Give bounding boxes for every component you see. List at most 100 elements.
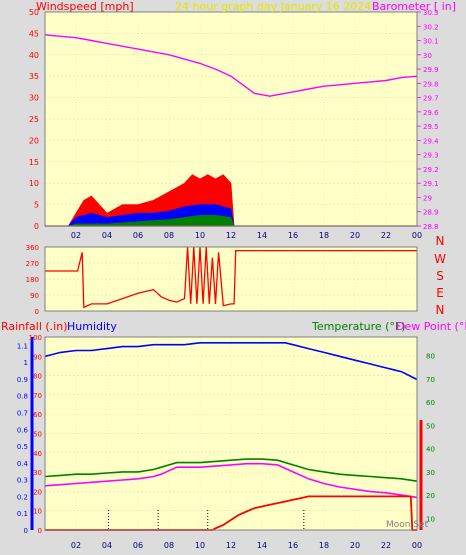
time-tick-label: 14 [257,231,267,240]
rainfall-tick-label: 1.1 [17,342,28,350]
time-tick-label: 16 [288,231,298,240]
windspeed-tick-label: 5 [34,201,39,210]
barometer-tick-label: 29.4 [423,137,439,145]
windspeed-tick-label: 15 [29,158,39,167]
windspeed-tick-label: 0 [34,222,39,231]
humidity-tick-label: 10 [33,508,42,516]
time-tick-label: 20 [350,231,360,240]
rainfall-tick-label: 0.3 [17,477,28,485]
wind-average-series [45,204,417,227]
windspeed-tick-label: 40 [29,51,39,60]
time-tick-label: 20 [350,541,360,550]
rainfall-tick-label: 1 [24,359,28,367]
rainfall-tick-label: 0.1 [17,510,28,518]
humidity-axis-labels: 0 10 20 30 40 50 60 70 80 90 100 [29,334,42,535]
rainfall-tick-label: 0.5 [17,443,28,451]
rainfall-tick-label: 0 [24,527,28,535]
bottom-time-axis-labels: 02 04 06 08 10 12 14 16 18 20 22 00 [71,541,422,550]
humidity-tick-label: 100 [29,334,42,342]
barometer-tick-label: 28.9 [423,209,439,217]
compass-label: N [436,234,445,248]
temperature-tick-label: 30 [426,469,435,477]
wind-direction-series [45,246,417,309]
barometer-tick-label: 28.8 [423,223,439,231]
time-tick-label: 06 [133,541,143,550]
time-tick-label: 08 [164,541,174,550]
barometer-tick-label: 29.8 [423,80,439,88]
barometer-tick-label: 29.6 [423,109,439,117]
barometer-axis-labels: 28.8 28.9 29 29.1 29.2 29.3 29.4 29.5 29.6 29.7 29… [417,9,439,231]
dewpoint-series [44,462,418,499]
windspeed-tick-label: 35 [29,72,39,81]
top-time-axis-labels: 02 04 06 08 10 12 14 16 18 20 22 00 [71,231,422,240]
time-tick-label: 10 [195,231,205,240]
time-tick-label: 18 [319,231,329,240]
windspeed-title: Windspeed [mph] [36,0,134,13]
time-tick-label: 12 [226,231,236,240]
direction-axis-labels: 0 90 180 270 360 [26,244,39,316]
direction-tick-label: 270 [26,260,39,268]
moon-set-label: Moon Set [386,520,429,530]
direction-tick-label: 90 [30,292,39,300]
rainfall-title: Rainfall (.in) [1,320,68,333]
windspeed-tick-label: 30 [29,94,39,103]
temperature-tick-label: 70 [426,376,435,384]
temperature-tick-label: 80 [426,353,435,361]
temperature-tick-label: 60 [426,399,435,407]
time-tick-label: 16 [288,541,298,550]
humidity-tick-label: 90 [33,353,42,361]
humidity-tick-label: 80 [33,373,42,381]
temperature-tick-label: 50 [426,422,435,430]
time-tick-label: 08 [164,231,174,240]
windspeed-tick-label: 25 [29,115,39,124]
graph-date-title: 24 hour graph day January 16 2024 [175,0,371,13]
humidity-tick-label: 0 [38,527,42,535]
rainfall-axis-labels: 0 0.1 0.2 0.3 0.4 0.5 0.6 0.7 0.8 0.9 1 1.1 [17,337,34,535]
barometer-tick-label: 29.3 [423,152,439,160]
rainfall-tick-label: 0.6 [17,426,29,434]
time-tick-label: 10 [195,541,205,550]
rainfall-series [45,495,417,531]
barometer-tick-label: 29.1 [423,180,439,188]
humidity-title: Humidity [67,320,117,333]
windspeed-tick-label: 10 [29,179,39,188]
barometer-tick-label: 30.1 [423,38,439,46]
compass-label: N [436,303,445,317]
dewpoint-title: Dew Point (°F) [396,320,466,333]
compass-label: E [436,286,444,300]
humidity-series [44,341,418,381]
time-tick-label: 00 [412,541,422,550]
temperature-title: Temperature (°F) [311,320,406,333]
rainfall-tick-label: 0.4 [17,460,29,468]
compass-label: W [434,252,446,266]
direction-tick-label: 180 [26,276,39,284]
barometer-tick-label: 30.2 [423,23,439,31]
barometer-tick-label: 29 [423,194,432,202]
time-tick-label: 14 [257,541,267,550]
wind-direction-frame [44,246,418,312]
time-tick-label: 02 [71,231,81,240]
temperature-axis-labels: 10 20 30 40 50 60 70 80 [419,353,435,530]
barometer-tick-label: 29.2 [423,166,439,174]
temperature-series [44,458,418,482]
rainfall-tick-label: 0.9 [17,376,28,384]
compass-label: S [436,269,444,283]
direction-tick-label: 360 [26,244,39,252]
time-tick-label: 12 [226,541,236,550]
time-tick-label: 04 [102,541,112,550]
rainfall-tick-label: 0.8 [17,393,28,401]
barometer-series [44,34,418,97]
time-tick-label: 02 [71,541,81,550]
direction-tick-label: 0 [35,308,39,316]
windspeed-axis-labels: 0 5 10 15 20 25 30 35 40 45 50 [29,8,39,231]
humidity-tick-label: 70 [33,392,42,400]
wind-barometer-frame [44,11,418,227]
rainfall-tick-label: 0.2 [17,493,28,501]
humidity-tick-label: 30 [33,469,42,477]
humidity-tick-label: 20 [33,488,42,496]
windspeed-tick-label: 20 [29,136,39,145]
barometer-tick-label: 29.7 [423,95,439,103]
temperature-tick-label: 20 [426,492,435,500]
